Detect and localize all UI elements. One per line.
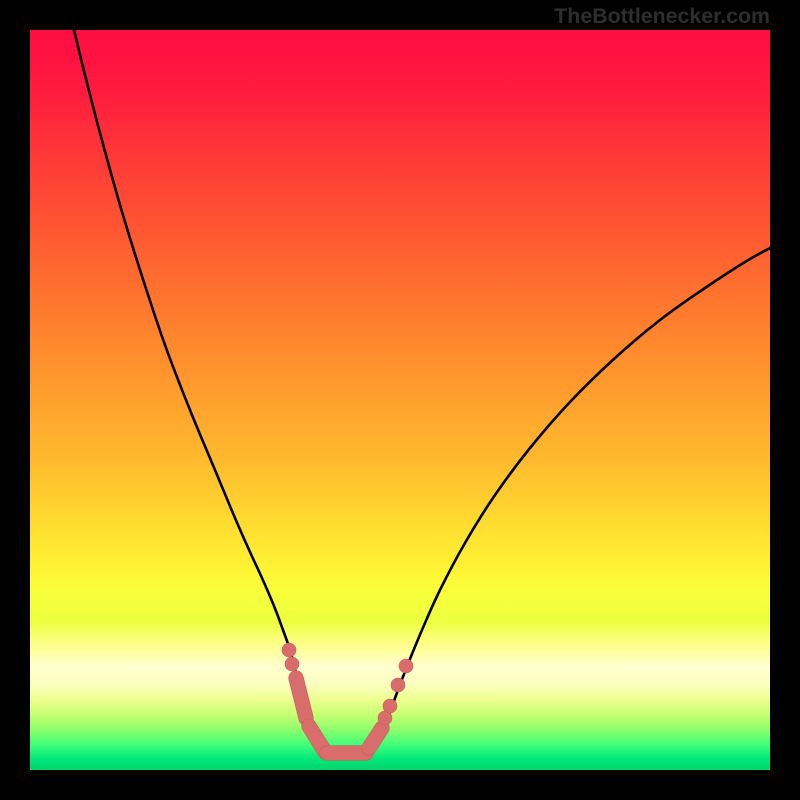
marker-capsule <box>296 678 306 718</box>
marker-dot <box>383 699 397 713</box>
attribution-label: TheBottlenecker.com <box>554 4 770 29</box>
bottleneck-chart <box>0 0 800 800</box>
plot-background <box>30 30 770 770</box>
chart-container: TheBottlenecker.com <box>0 0 800 800</box>
marker-dot <box>282 643 296 657</box>
marker-dot <box>391 678 405 692</box>
marker-dot <box>399 659 413 673</box>
marker-dot <box>285 657 299 671</box>
